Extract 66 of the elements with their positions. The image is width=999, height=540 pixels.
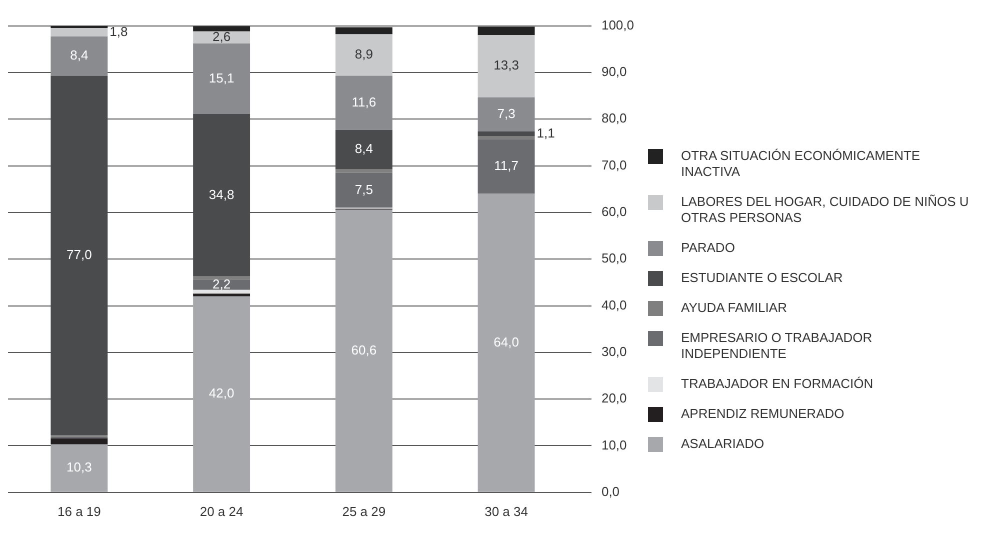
data-label: 34,8 <box>208 186 234 202</box>
bar <box>478 97 535 132</box>
bar <box>335 27 392 34</box>
x-tick-label: 20 a 24 <box>200 504 244 519</box>
bar <box>335 34 392 76</box>
data-label: 7,5 <box>354 182 373 197</box>
legend-label: ESTUDIANTE O ESCOLAR <box>681 270 843 286</box>
data-label: 11,6 <box>352 94 376 110</box>
data-label: 10,3 <box>66 460 92 475</box>
bar <box>193 290 250 294</box>
bar <box>478 26 535 36</box>
x-tick-label: 25 a 29 <box>342 504 386 519</box>
legend-label: EMPRESARIO O TRABAJADOR INDEPENDIENTE <box>681 330 874 362</box>
y-tick-label: 70,0 <box>601 157 627 172</box>
y-tick-label: 80,0 <box>601 110 627 126</box>
data-label: 1,1 <box>536 125 555 140</box>
data-label: 77,0 <box>66 246 92 262</box>
legend-label: PARADO <box>681 240 735 256</box>
data-label: 8,4 <box>354 141 373 156</box>
y-tick-label: 90,0 <box>601 64 627 80</box>
bar <box>193 26 250 32</box>
y-tick-label: 30,0 <box>601 344 627 359</box>
data-label: 42,0 <box>208 386 234 401</box>
x-tick-label: 30 a 34 <box>484 504 528 519</box>
legend-label: TRABAJADOR EN FORMACIÓN <box>681 376 874 392</box>
y-tick-label: 10,0 <box>601 437 627 452</box>
data-label: 2,2 <box>212 276 231 292</box>
bar <box>193 44 250 114</box>
bar <box>478 194 535 492</box>
data-label: 7,3 <box>497 106 516 121</box>
bar <box>193 280 250 290</box>
bar <box>335 76 392 130</box>
data-label: 8,9 <box>354 46 373 62</box>
data-label: 13,3 <box>494 58 519 73</box>
data-label: 8,4 <box>70 48 88 63</box>
y-tick-label: 100,0 <box>601 17 634 32</box>
y-tick-label: 40,0 <box>601 297 627 312</box>
bar <box>193 276 250 280</box>
y-tick-label: 20,0 <box>601 390 627 406</box>
bar <box>193 294 250 296</box>
y-tick-label: 60,0 <box>601 204 627 220</box>
data-label: 15,1 <box>208 70 234 86</box>
data-label: 60,6 <box>351 342 377 358</box>
bar <box>335 172 392 208</box>
data-label: 2,6 <box>212 29 231 44</box>
bar <box>50 28 108 37</box>
bar <box>478 35 535 98</box>
bar <box>478 131 535 136</box>
bar <box>335 169 392 173</box>
bar <box>50 444 108 492</box>
legend-label: APRENDIZ REMUNERADO <box>681 406 844 422</box>
bar <box>478 139 535 194</box>
data-label: 1,8 <box>110 24 128 39</box>
legend-label: LABORES DEL HOGAR, CUIDADO DE NIÑOS U OTRAS PERSONAS <box>681 194 970 226</box>
bar <box>193 296 250 492</box>
data-label: 11,7 <box>494 158 518 174</box>
legend-label: OTRA SITUACIÓN ECONÓMICAMENTE INACTIVA <box>681 148 922 180</box>
legend-label: ASALARIADO <box>681 436 764 452</box>
legend-label: AYUDA FAMILIAR <box>681 300 787 316</box>
data-label: 64,0 <box>494 334 519 350</box>
y-tick-label: 50,0 <box>601 250 627 266</box>
bar <box>335 210 392 492</box>
bar <box>50 438 108 444</box>
bar <box>50 36 108 76</box>
x-tick-label: 16 a 19 <box>57 504 101 519</box>
y-tick-label: 0,0 <box>601 484 620 499</box>
